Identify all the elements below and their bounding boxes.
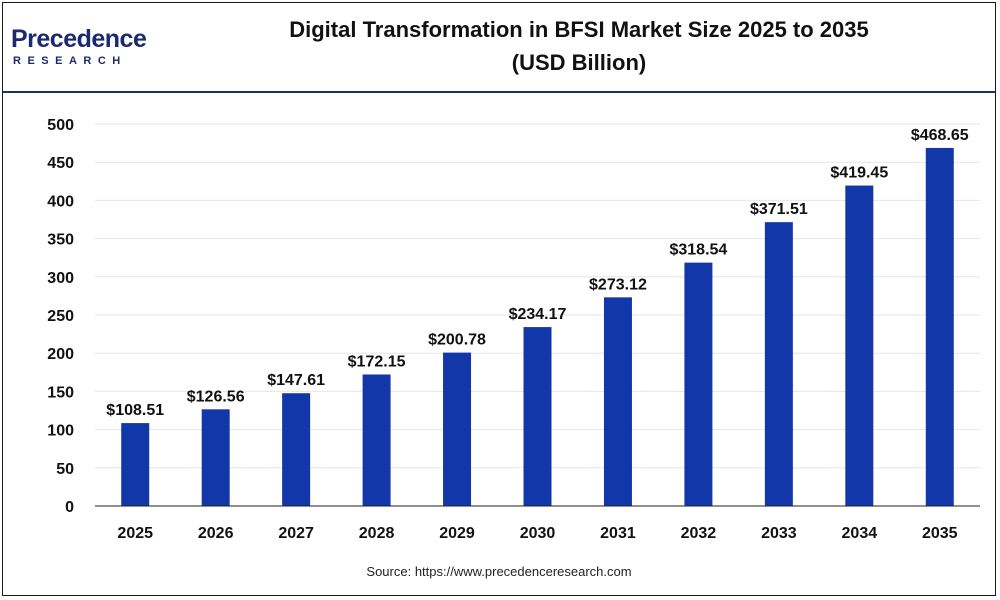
bar-2032 (684, 262, 713, 506)
bar-2030 (523, 327, 552, 506)
data-label-2033: $371.51 (750, 201, 808, 218)
data-label-2025: $108.51 (106, 402, 164, 419)
x-tick-label: 2028 (359, 525, 395, 542)
header: Precedence RESEARCH Digital Transformati… (3, 3, 995, 91)
logo-wordmark: Precedence (11, 25, 147, 53)
x-tick-label: 2027 (278, 525, 314, 542)
data-label-2030: $234.17 (509, 306, 567, 323)
header-divider (3, 91, 995, 93)
bar-2026 (201, 409, 230, 506)
brand-logo: Precedence RESEARCH (11, 25, 171, 73)
bar-2028 (362, 374, 391, 506)
y-tick-label: 450 (47, 155, 74, 172)
data-label-2034: $419.45 (830, 165, 888, 182)
y-tick-label: 500 (47, 117, 74, 134)
bar-2034 (845, 185, 874, 506)
bar-2033 (764, 222, 793, 506)
y-tick-label: 200 (47, 346, 74, 363)
bar-2027 (282, 393, 311, 506)
x-tick-label: 2026 (198, 525, 234, 542)
data-label-2035: $468.65 (911, 127, 969, 144)
y-tick-label: 0 (65, 499, 74, 516)
bars (121, 147, 954, 506)
x-tick-label: 2035 (922, 525, 958, 542)
y-tick-label: 250 (47, 308, 74, 325)
data-label-2031: $273.12 (589, 276, 647, 293)
x-tick-label: 2032 (681, 525, 717, 542)
bar-2031 (603, 297, 632, 506)
y-axis-ticks: 0 50 100 150 200 250 300 350 400 450 500 (47, 117, 74, 516)
data-label-2026: $126.56 (187, 388, 245, 405)
y-tick-label: 350 (47, 232, 74, 249)
chart-title-line2: (USD Billion) (511, 50, 647, 75)
logo-subtitle: RESEARCH (13, 55, 127, 67)
x-tick-label: 2029 (439, 525, 475, 542)
data-label-2028: $172.15 (348, 353, 406, 370)
bar-2035 (925, 147, 954, 506)
bar-2029 (443, 352, 472, 506)
x-tick-label: 2033 (761, 525, 797, 542)
x-tick-label: 2034 (842, 525, 878, 542)
chart-title: Digital Transformation in BFSI Market Si… (183, 13, 975, 79)
y-tick-label: 50 (56, 461, 74, 478)
y-tick-label: 100 (47, 423, 74, 440)
x-tick-label: 2025 (117, 525, 153, 542)
x-tick-label: 2030 (520, 525, 556, 542)
source-note: Source: https://www.precedenceresearch.c… (366, 564, 632, 579)
y-tick-label: 300 (47, 270, 74, 287)
y-tick-label: 150 (47, 384, 74, 401)
x-tick-label: 2031 (600, 525, 636, 542)
x-axis-ticks: 2025 2026 2027 2028 2029 2030 2031 2032 2033 2034… (117, 525, 957, 542)
data-labels: $108.51 $126.56 $147.61 $172.15 $200.78 $234.… (106, 127, 968, 419)
data-label-2032: $318.54 (669, 242, 727, 259)
data-label-2027: $147.61 (267, 372, 325, 389)
y-tick-label: 400 (47, 193, 74, 210)
data-label-2029: $200.78 (428, 332, 486, 349)
bar-2025 (121, 423, 150, 506)
chart-title-line1: Digital Transformation in BFSI Market Si… (289, 17, 869, 42)
